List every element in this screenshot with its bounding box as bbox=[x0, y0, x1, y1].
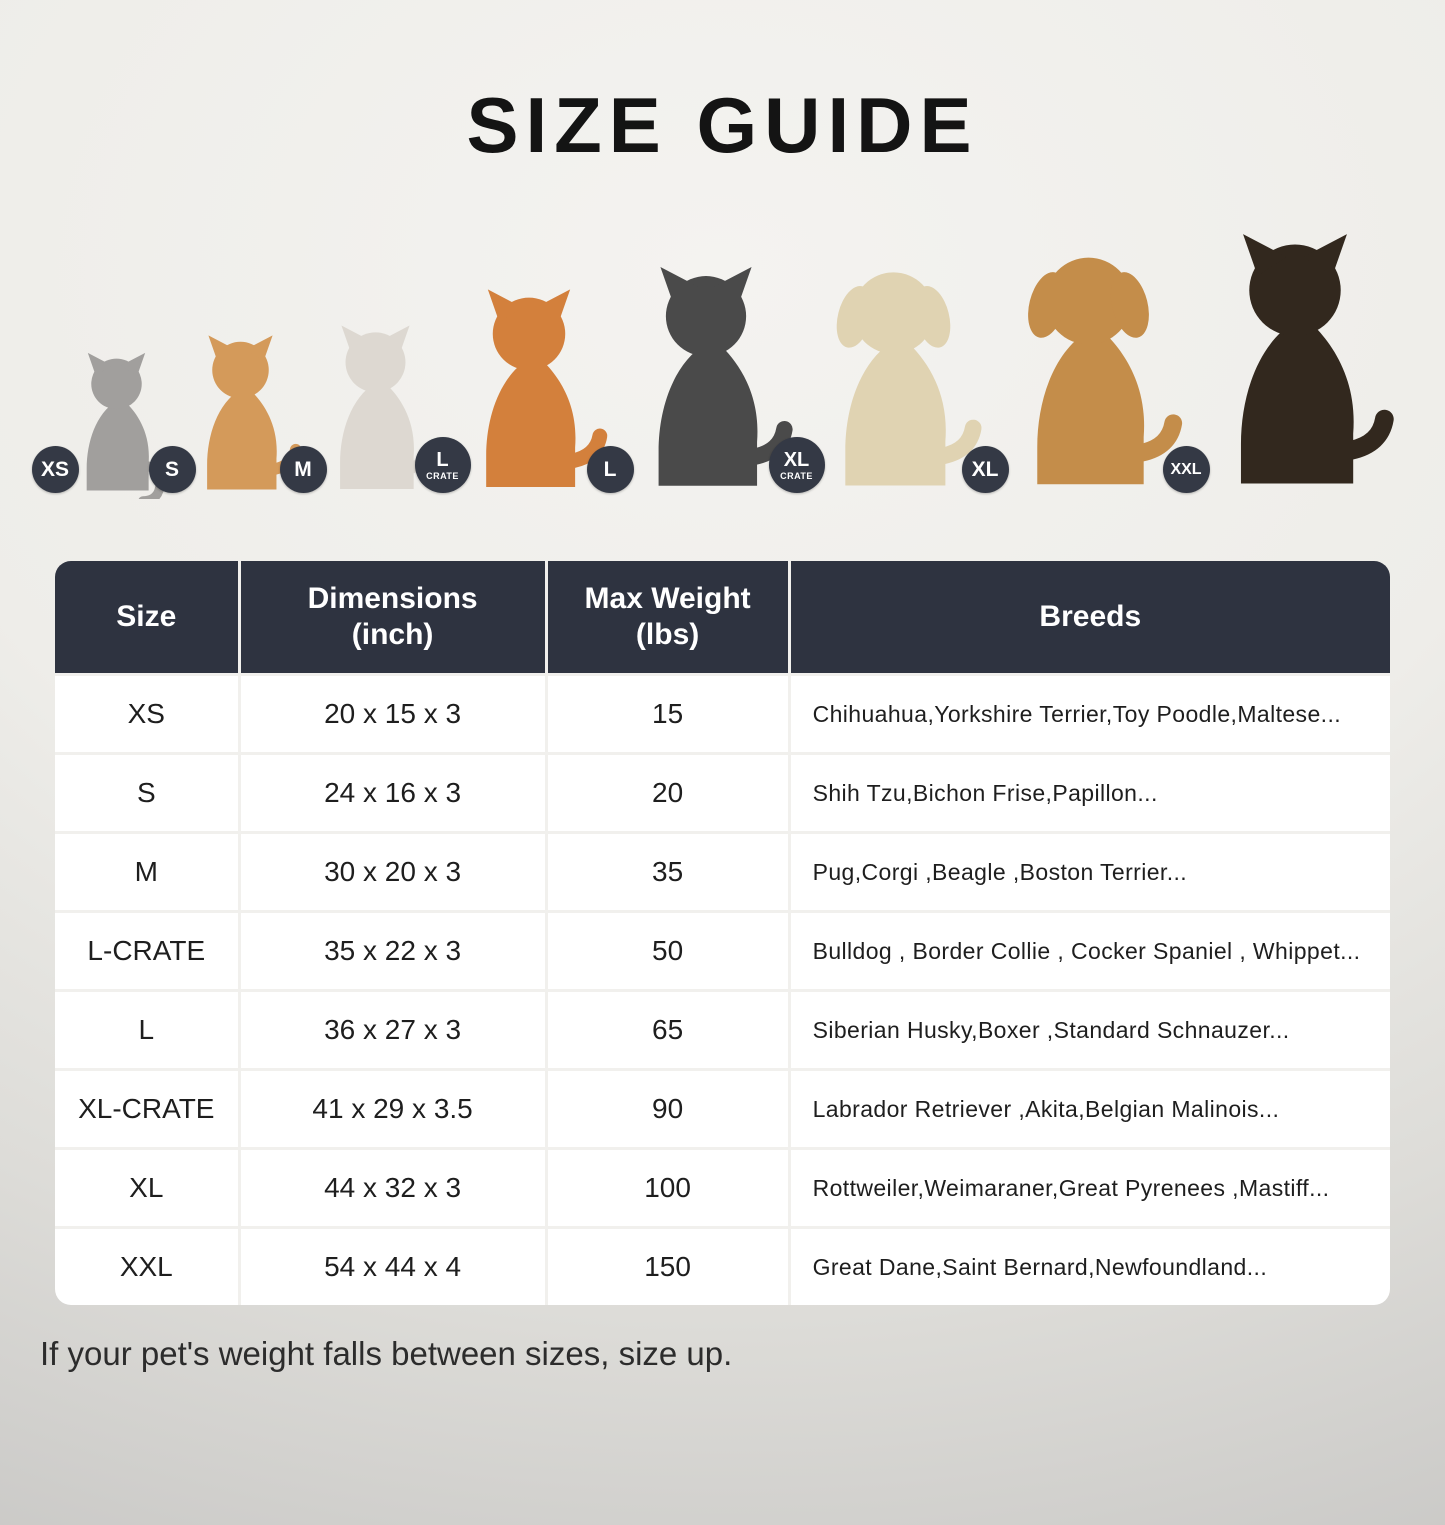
badge-label: M bbox=[294, 458, 312, 481]
badge-label: S bbox=[164, 458, 179, 481]
row-xl-max-weight: 100 bbox=[547, 1147, 791, 1226]
size-badge-XXL: XXL bbox=[1162, 446, 1210, 493]
header-breeds-label: Breeds bbox=[1039, 600, 1142, 633]
sizing-note: If your pet's weight falls between sizes… bbox=[40, 1335, 733, 1372]
row-xl-crate-dimensions: 41 x 29 x 3.5 bbox=[240, 1068, 548, 1147]
row-l-dimensions: 36 x 27 x 3 bbox=[240, 989, 548, 1068]
row-xs-max-weight: 15 bbox=[547, 673, 791, 752]
row-l-crate-dimensions: 35 x 22 x 3 bbox=[240, 910, 548, 989]
row-xs-dimensions: 20 x 15 x 3 bbox=[240, 673, 548, 752]
row-s-dimensions: 24 x 16 x 3 bbox=[240, 752, 548, 831]
size-badge-L-crate: L CRATE bbox=[414, 437, 471, 493]
row-l-crate-max-weight: 50 bbox=[547, 910, 791, 989]
header-max-weight-label: Max Weight bbox=[584, 582, 751, 615]
header-breeds: Breeds bbox=[790, 561, 1390, 673]
shiba-inu-icon bbox=[485, 289, 607, 488]
badge-label: XXL bbox=[1170, 460, 1202, 478]
row-xl-crate-breeds: Labrador Retriever ,Akita,Belgian Malino… bbox=[790, 1068, 1390, 1147]
row-l-max-weight: 65 bbox=[547, 989, 791, 1068]
row-m-max-weight: 35 bbox=[547, 831, 791, 910]
animal-size-row: XS S M L CRATE L bbox=[31, 217, 1401, 499]
animal-border-collie: L bbox=[586, 261, 799, 499]
row-s-breeds: Shih Tzu,Bichon Frise,Papillon... bbox=[790, 752, 1390, 831]
header-max-weight: Max Weight (lbs) bbox=[547, 561, 791, 673]
size-badge-S: S bbox=[148, 446, 196, 493]
page-title: SIZE GUIDE bbox=[466, 81, 979, 169]
badge-label: XL bbox=[783, 448, 810, 471]
row-l-crate-size: L-CRATE bbox=[55, 910, 241, 989]
row-l-crate-breeds: Bulldog , Border Collie , Cocker Spaniel… bbox=[790, 910, 1390, 989]
header-dimensions: Dimensions (inch) bbox=[240, 561, 548, 673]
doberman-icon bbox=[1240, 234, 1394, 484]
badge-label: XS bbox=[40, 458, 69, 481]
row-xxl-size: XXL bbox=[55, 1226, 241, 1305]
animal-shiba-inu: L CRATE bbox=[414, 284, 613, 499]
row-l-breeds: Siberian Husky,Boxer ,Standard Schnauzer… bbox=[790, 989, 1390, 1068]
header-dimensions-label: Dimensions bbox=[307, 582, 478, 615]
size-badge-XL-crate: XL CRATE bbox=[768, 437, 825, 493]
row-m-size: M bbox=[55, 831, 241, 910]
badge-label: L bbox=[603, 458, 617, 481]
row-l-size: L bbox=[55, 989, 241, 1068]
animal-cat: XS bbox=[31, 349, 175, 499]
size-table: Size Dimensions (inch) Max Weight (lbs) … bbox=[55, 561, 1390, 1305]
badge-sub-label: CRATE bbox=[426, 470, 459, 481]
header-dimensions-unit: (inch) bbox=[351, 618, 434, 651]
size-badge-L: L bbox=[586, 446, 634, 493]
size-badge-XL: XL bbox=[961, 446, 1009, 493]
row-m-breeds: Pug,Corgi ,Beagle ,Boston Terrier... bbox=[790, 831, 1390, 910]
header-size-label: Size bbox=[116, 600, 177, 633]
row-s-max-weight: 20 bbox=[547, 752, 791, 831]
row-xxl-max-weight: 150 bbox=[547, 1226, 791, 1305]
row-xxl-dimensions: 54 x 44 x 4 bbox=[240, 1226, 548, 1305]
row-xl-crate-max-weight: 90 bbox=[547, 1068, 791, 1147]
row-xl-crate-size: XL-CRATE bbox=[55, 1068, 241, 1147]
row-xl-dimensions: 44 x 32 x 3 bbox=[240, 1147, 548, 1226]
size-badge-XS: XS bbox=[31, 446, 79, 493]
badge-label: XL bbox=[971, 458, 999, 481]
golden-retriever-icon bbox=[1027, 257, 1182, 485]
animal-golden-retriever: XL bbox=[961, 241, 1189, 499]
labrador-icon bbox=[836, 272, 982, 486]
animal-labrador: XL CRATE bbox=[768, 257, 988, 499]
header-size: Size bbox=[55, 561, 241, 673]
header-max-weight-unit: (lbs) bbox=[635, 618, 700, 651]
size-badge-M: M bbox=[279, 446, 327, 493]
badge-label: L bbox=[436, 448, 449, 471]
row-xl-breeds: Rottweiler,Weimaraner,Great Pyrenees ,Ma… bbox=[790, 1147, 1390, 1226]
row-s-size: S bbox=[55, 752, 241, 831]
row-xxl-breeds: Great Dane,Saint Bernard,Newfoundland... bbox=[790, 1226, 1390, 1305]
badge-sub-label: CRATE bbox=[780, 470, 813, 481]
animal-doberman: XXL bbox=[1162, 227, 1401, 499]
row-xs-breeds: Chihuahua,Yorkshire Terrier,Toy Poodle,M… bbox=[790, 673, 1390, 752]
row-xl-size: XL bbox=[55, 1147, 241, 1226]
row-m-dimensions: 30 x 20 x 3 bbox=[240, 831, 548, 910]
cat-icon bbox=[86, 352, 165, 499]
row-xs-size: XS bbox=[55, 673, 241, 752]
border-collie-icon bbox=[658, 266, 793, 486]
